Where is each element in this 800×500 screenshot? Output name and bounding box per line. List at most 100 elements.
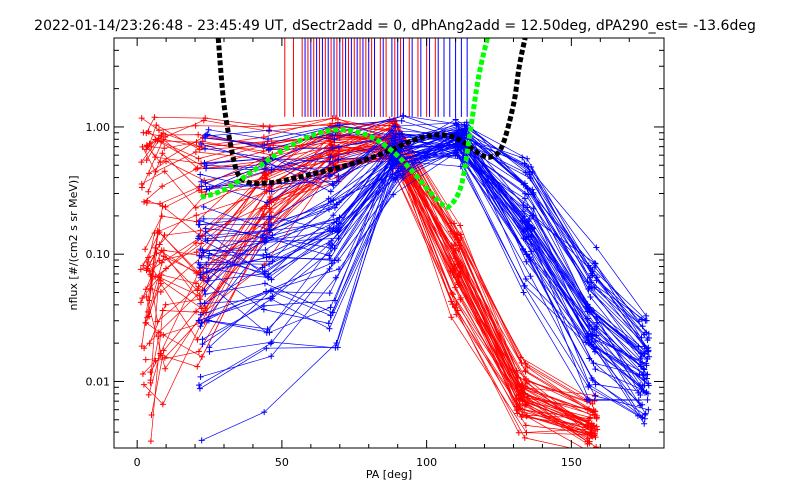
blue-plus-marker bbox=[527, 175, 534, 182]
blue-plus-marker bbox=[588, 375, 595, 382]
blue-plus-marker bbox=[261, 239, 268, 246]
blue-plus-marker bbox=[588, 279, 595, 286]
blue-plus-marker bbox=[263, 238, 270, 245]
red-plus-marker bbox=[452, 247, 459, 254]
blue-plus-marker bbox=[335, 156, 342, 163]
red-plus-marker bbox=[519, 411, 526, 418]
blue-plus-marker bbox=[327, 154, 334, 161]
blue-trace-line bbox=[199, 152, 648, 401]
blue-trace-line bbox=[208, 129, 646, 354]
blue-plus-marker bbox=[582, 303, 589, 310]
red-plus-marker bbox=[139, 143, 146, 150]
blue-plus-marker bbox=[205, 126, 212, 133]
blue-plus-marker bbox=[644, 390, 651, 397]
red-plus-marker bbox=[260, 148, 267, 155]
blue-trace-line bbox=[202, 148, 643, 406]
blue-plus-marker bbox=[326, 252, 333, 259]
y-axis-label: nflux [#/(cm2 s sr MeV)] bbox=[67, 176, 80, 311]
blue-plus-marker bbox=[332, 274, 339, 281]
blue-plus-marker bbox=[268, 166, 275, 173]
blue-plus-marker bbox=[202, 179, 209, 186]
x-tick-label-1: 50 bbox=[275, 456, 289, 469]
blue-plus-marker bbox=[200, 215, 207, 222]
x-tick-label-2: 100 bbox=[416, 456, 437, 469]
blue-trace-line bbox=[201, 121, 645, 347]
red-plus-marker bbox=[523, 429, 530, 436]
red-plus-marker bbox=[451, 241, 458, 248]
red-plus-marker bbox=[452, 284, 459, 291]
blue-plus-marker bbox=[398, 163, 405, 170]
red-plus-marker bbox=[195, 155, 202, 162]
blue-plus-marker bbox=[326, 256, 333, 263]
blue-plus-marker bbox=[197, 140, 204, 147]
blue-plus-marker bbox=[202, 225, 209, 232]
blue-plus-marker bbox=[199, 336, 206, 343]
blue-plus-marker bbox=[327, 172, 334, 179]
blue-plus-marker bbox=[327, 198, 334, 205]
blue-plus-marker bbox=[198, 254, 205, 261]
blue-plus-marker bbox=[264, 199, 271, 206]
red-plus-marker bbox=[195, 283, 202, 290]
red-plus-marker bbox=[142, 286, 149, 293]
red-plus-marker bbox=[145, 391, 152, 398]
blue-plus-marker bbox=[643, 362, 650, 369]
red-plus-marker bbox=[157, 159, 164, 166]
red-plus-marker bbox=[589, 433, 596, 440]
blue-plus-marker bbox=[642, 410, 649, 417]
red-plus-marker bbox=[519, 396, 526, 403]
blue-trace-line bbox=[208, 120, 647, 333]
red-plus-marker bbox=[143, 157, 150, 164]
blue-plus-marker bbox=[521, 282, 528, 289]
blue-plus-marker bbox=[333, 339, 340, 346]
red-plus-marker bbox=[146, 340, 153, 347]
blue-plus-marker bbox=[204, 237, 211, 244]
red-plus-marker bbox=[583, 448, 589, 454]
blue-trace-line bbox=[201, 143, 649, 441]
axis-ticks: 0 50 100 150 0.01 0.10 1.00 bbox=[86, 37, 664, 469]
blue-plus-marker bbox=[520, 208, 527, 215]
blue-plus-marker bbox=[641, 420, 648, 427]
blue-plus-marker bbox=[636, 371, 643, 378]
red-plus-marker bbox=[158, 138, 165, 145]
red-plus-marker bbox=[457, 242, 464, 249]
blue-trace-line bbox=[200, 134, 649, 384]
blue-plus-marker bbox=[399, 166, 406, 173]
red-plus-marker bbox=[162, 301, 169, 308]
blue-plus-marker bbox=[529, 224, 536, 231]
red-plus-marker bbox=[158, 247, 165, 254]
blue-plus-marker bbox=[528, 240, 535, 247]
red-plus-marker bbox=[198, 144, 205, 151]
red-plus-marker bbox=[193, 249, 200, 256]
blue-plus-marker bbox=[328, 260, 335, 267]
blue-plus-marker bbox=[201, 300, 208, 307]
red-plus-marker bbox=[266, 123, 273, 130]
red-plus-marker bbox=[161, 354, 168, 361]
x-tick-label-0: 0 bbox=[134, 456, 141, 469]
blue-plus-marker bbox=[266, 213, 273, 220]
blue-plus-marker bbox=[326, 290, 333, 297]
blue-plus-marker bbox=[203, 162, 210, 169]
blue-plus-marker bbox=[263, 254, 270, 261]
axes-frame bbox=[113, 37, 665, 449]
red-plus-marker bbox=[260, 134, 267, 141]
blue-plus-marker bbox=[591, 348, 598, 355]
blue-plus-marker bbox=[335, 173, 342, 180]
blue-trace-line bbox=[198, 133, 645, 355]
red-plus-marker bbox=[159, 183, 166, 190]
blue-plus-marker bbox=[195, 259, 202, 266]
red-plus-marker bbox=[448, 289, 455, 296]
red-plus-marker bbox=[148, 412, 155, 419]
red-plus-marker bbox=[151, 114, 158, 121]
blue-plus-marker bbox=[325, 195, 332, 202]
blue-plus-marker bbox=[330, 182, 337, 189]
red-plus-marker bbox=[457, 268, 464, 275]
red-plus-marker bbox=[194, 287, 201, 294]
blue-plus-marker bbox=[260, 302, 267, 309]
red-plus-marker bbox=[448, 314, 455, 321]
blue-plus-marker bbox=[520, 289, 527, 296]
blue-plus-marker bbox=[196, 264, 203, 271]
red-plus-marker bbox=[142, 356, 149, 363]
red-plus-marker bbox=[138, 115, 145, 122]
blue-plus-marker bbox=[589, 272, 596, 279]
